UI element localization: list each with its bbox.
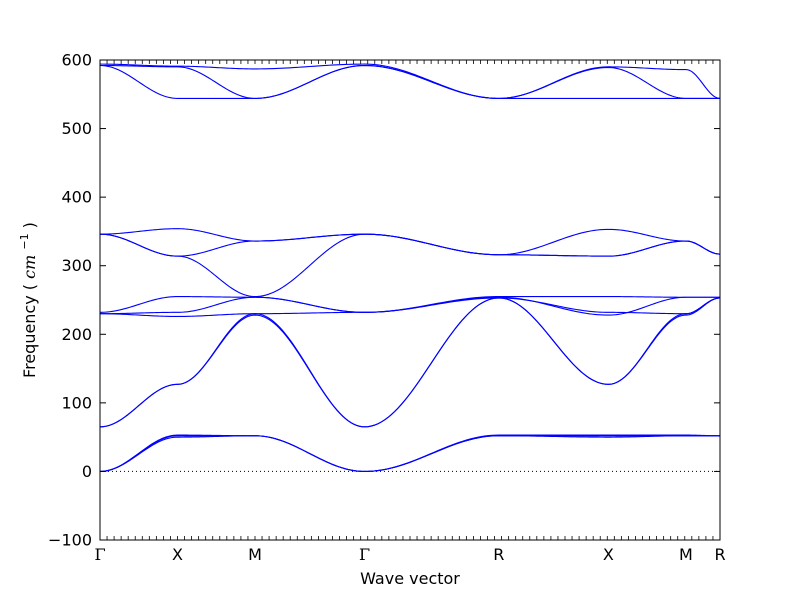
x-tick-label: M <box>248 545 262 564</box>
y-tick-label: −100 <box>48 531 92 550</box>
x-tick-label: X <box>172 545 183 564</box>
y-axis-label-unit-exp: −1 <box>18 233 31 249</box>
y-tick-label: 100 <box>61 393 92 412</box>
series-line-10 <box>99 228 721 257</box>
x-tick-label: X <box>603 545 614 564</box>
y-tick-label: 500 <box>61 119 92 138</box>
x-tick-label: R <box>493 545 504 564</box>
x-tick-label: R <box>714 545 725 564</box>
series-line-3 <box>99 434 720 472</box>
series-line-1 <box>99 435 720 472</box>
series-line-7 <box>100 296 720 316</box>
y-tick-label: 0 <box>82 462 92 481</box>
series-line-9 <box>99 233 721 298</box>
y-tick-label: 400 <box>61 188 92 207</box>
series-line-11 <box>99 228 721 257</box>
y-axis-label-unit: cm <box>20 255 39 279</box>
series-line-4 <box>99 297 721 428</box>
y-axis-label: Frequency ( cm −1 ) <box>13 222 39 378</box>
series-layer <box>99 63 721 472</box>
x-tick-label: Γ <box>359 545 370 564</box>
series-line-8 <box>99 296 720 313</box>
series-line-5 <box>99 297 721 428</box>
x-tick-label: M <box>679 545 693 564</box>
y-tick-label: 600 <box>61 51 92 70</box>
x-axis-label: Wave vector <box>360 569 460 588</box>
series-line-2 <box>99 435 720 472</box>
series-line-6 <box>99 297 721 318</box>
tick-layer <box>99 59 721 541</box>
y-axis-label-text: Frequency <box>20 295 39 378</box>
y-axis-label-open-paren: ( <box>20 284 39 290</box>
x-tick-label: Γ <box>94 545 105 564</box>
y-tick-label: 200 <box>61 325 92 344</box>
y-axis-label-close-paren: ) <box>20 222 39 228</box>
y-tick-label: 300 <box>61 256 92 275</box>
plot-frame <box>99 59 721 541</box>
series-line-13 <box>100 64 721 99</box>
label-layer: −100 0 100 200 300 400 500 600 Γ X M Γ R X M R <box>48 51 726 565</box>
series-line-14 <box>99 63 720 99</box>
